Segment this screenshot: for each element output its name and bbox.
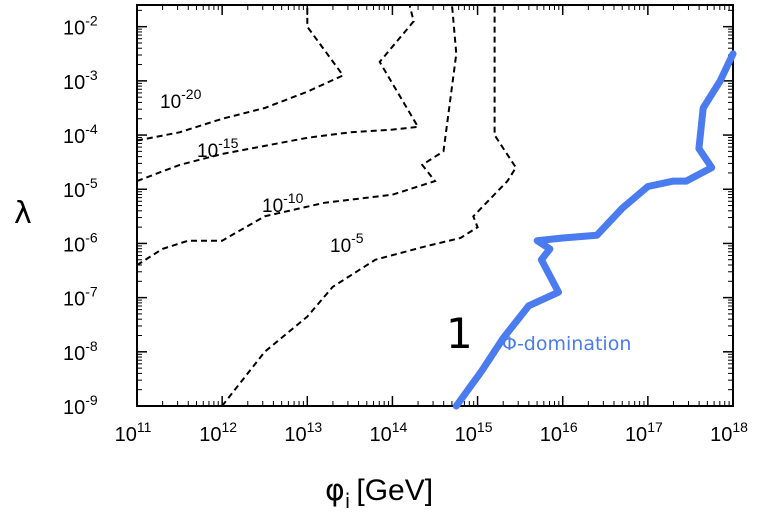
contour-lines	[136, 4, 518, 407]
y-tick-labels: 10-2 10-3 10-4 10-5 10-6 10-7 10-8 10-9	[63, 13, 98, 419]
y-tick-label: 10-9	[63, 392, 98, 419]
contour-label: 10-10	[262, 190, 304, 217]
x-tick-label: 1013	[284, 419, 322, 446]
axis-ticks	[136, 5, 734, 407]
x-tick-label: 1014	[370, 419, 408, 446]
contour-label: 10-20	[160, 86, 202, 113]
contour-line	[136, 4, 420, 183]
y-axis-label: λ	[14, 196, 32, 231]
x-tick-label: 1018	[710, 419, 748, 446]
contour-label: 10-5	[330, 230, 364, 257]
x-tick-label: 1017	[625, 419, 663, 446]
y-tick-label: 10-2	[63, 13, 98, 40]
y-tick-label: 10-6	[63, 229, 98, 256]
domination-series	[452, 50, 737, 410]
y-tick-label: 10-7	[63, 284, 98, 311]
contour-line	[136, 4, 458, 266]
x-tick-labels: 1011 1012 1013 1014 1015 1016 1017 1018	[115, 419, 749, 446]
domination-label: Φ-domination	[502, 333, 631, 355]
x-axis-unit: [GeV]	[356, 474, 433, 507]
x-tick-label: 1015	[455, 419, 493, 446]
y-tick-label: 10-4	[63, 121, 98, 148]
x-axis-subscript: i	[345, 489, 351, 513]
plot-area	[136, 4, 737, 410]
y-tick-label: 10-5	[63, 175, 98, 202]
x-axis-label: φi [GeV]	[325, 473, 433, 513]
x-tick-label: 1011	[115, 419, 152, 446]
y-tick-label: 10-3	[63, 67, 98, 94]
contour-labels: 10-20 10-15 10-10 10-5	[160, 86, 364, 257]
x-axis-symbol: φ	[325, 473, 345, 508]
plot-frame	[136, 4, 734, 407]
contour-line	[221, 5, 518, 407]
domination-line	[452, 50, 737, 410]
y-tick-label: 10-8	[63, 338, 98, 365]
x-tick-label: 1016	[540, 419, 578, 446]
annotation-label: 1	[446, 309, 473, 358]
contour-label: 10-15	[197, 135, 239, 162]
x-tick-label: 1012	[199, 419, 237, 446]
contour-line	[136, 5, 345, 142]
